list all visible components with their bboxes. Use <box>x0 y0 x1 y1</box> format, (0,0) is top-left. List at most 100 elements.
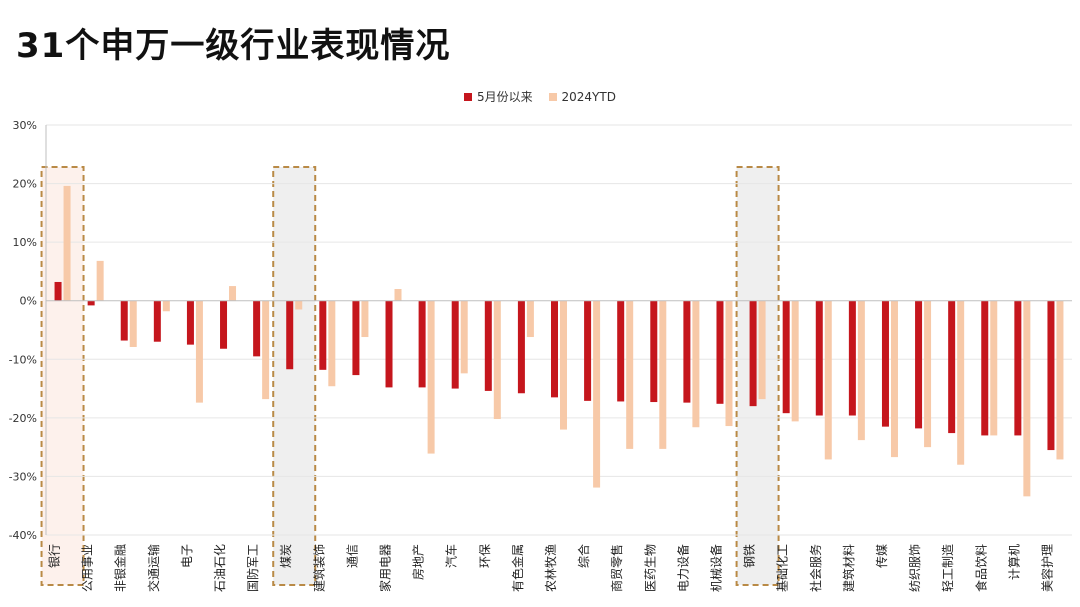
bar-s1-25 <box>881 300 889 427</box>
legend-item-series2: 2024YTD <box>548 89 616 104</box>
highlight-box-7 <box>272 166 317 586</box>
category-label-1: 公用事业 <box>81 544 95 592</box>
category-label-15: 农林牧渔 <box>544 544 558 592</box>
bar-s2-29 <box>1023 300 1031 497</box>
y-tick-label-3: 0% <box>20 295 37 308</box>
bar-s2-0 <box>63 185 71 301</box>
bar-s1-26 <box>915 300 923 429</box>
bar-s1-7 <box>286 300 294 370</box>
bar-s1-17 <box>617 300 625 402</box>
bar-s1-28 <box>981 300 989 436</box>
bar-s2-7 <box>295 300 303 310</box>
category-label-26: 纺织服饰 <box>908 544 922 592</box>
bar-s2-21 <box>758 300 766 400</box>
category-label-10: 家用电器 <box>378 544 393 592</box>
bar-s2-28 <box>990 300 998 436</box>
bar-s2-2 <box>129 300 137 347</box>
bar-s2-27 <box>957 300 965 465</box>
bar-s1-8 <box>319 300 327 370</box>
bar-s2-14 <box>526 300 534 338</box>
y-tick-label-2: 10% <box>13 236 37 249</box>
y-tick-label-4: -10% <box>9 353 37 366</box>
category-label-25: 传媒 <box>874 544 889 568</box>
category-label-6: 国防军工 <box>245 544 260 592</box>
category-label-0: 银行 <box>48 544 62 568</box>
category-label-14: 有色金属 <box>510 544 525 592</box>
category-label-16: 综合 <box>576 544 591 568</box>
bar-s1-18 <box>650 300 658 403</box>
bar-s2-12 <box>460 300 468 374</box>
category-label-13: 环保 <box>478 544 492 568</box>
bar-s1-23 <box>815 300 823 416</box>
category-label-30: 美容护理 <box>1039 544 1054 592</box>
bar-s2-1 <box>96 260 104 301</box>
category-label-27: 轻工制造 <box>941 544 955 592</box>
category-label-20: 机械设备 <box>708 544 723 592</box>
category-label-5: 石油石化 <box>213 544 227 592</box>
bar-s2-22 <box>791 300 799 422</box>
bar-s2-4 <box>195 300 203 403</box>
bar-s2-17 <box>626 300 634 449</box>
bar-s1-5 <box>220 300 228 349</box>
category-label-11: 房地产 <box>411 544 426 580</box>
bar-s1-11 <box>418 300 426 388</box>
bar-s1-9 <box>352 300 360 376</box>
legend-swatch-series2 <box>548 92 557 101</box>
bar-s1-22 <box>782 300 790 414</box>
category-label-19: 电力设备 <box>676 544 690 592</box>
y-tick-label-5: -20% <box>9 412 37 425</box>
category-label-2: 非银金融 <box>113 544 128 592</box>
bar-s1-21 <box>749 300 757 407</box>
bar-s2-6 <box>262 300 270 400</box>
y-tick-label-6: -30% <box>9 470 37 483</box>
bar-s1-13 <box>484 300 492 391</box>
category-label-3: 交通运输 <box>146 544 161 592</box>
legend-label-series1: 5月份以来 <box>477 90 533 104</box>
bar-s1-10 <box>385 300 393 388</box>
category-label-7: 煤炭 <box>279 544 293 568</box>
category-label-21: 钢铁 <box>743 544 757 568</box>
bar-s1-14 <box>517 300 525 394</box>
bar-s1-29 <box>1014 300 1022 436</box>
bar-s2-9 <box>361 300 369 338</box>
category-label-9: 通信 <box>345 544 359 568</box>
bar-s2-30 <box>1056 300 1064 460</box>
page-title: 31个申万一级行业表现情况 <box>16 26 451 66</box>
bar-s1-0 <box>54 281 62 301</box>
bar-s2-26 <box>924 300 932 448</box>
legend-label-series2: 2024YTD <box>561 89 616 104</box>
y-tick-label-1: 20% <box>13 178 37 191</box>
bar-s2-23 <box>824 300 832 460</box>
category-label-29: 计算机 <box>1006 544 1021 580</box>
bar-s1-12 <box>451 300 459 389</box>
bar-s2-8 <box>328 300 336 387</box>
bar-s1-27 <box>948 300 956 434</box>
y-tick-label-0: 30% <box>13 119 37 132</box>
bar-s2-5 <box>229 286 237 301</box>
category-label-23: 社会服务 <box>808 544 823 592</box>
bar-s2-18 <box>659 300 667 449</box>
bar-s2-20 <box>725 300 733 427</box>
legend-item-series1: 5月份以来 <box>464 88 533 105</box>
bar-s2-10 <box>394 289 402 301</box>
bar-s1-1 <box>87 300 95 306</box>
highlight-box-0 <box>40 166 85 586</box>
legend-swatch-series1 <box>464 92 473 101</box>
bar-s1-24 <box>848 300 856 416</box>
bar-s1-30 <box>1047 300 1055 451</box>
bar-s1-3 <box>153 300 161 342</box>
category-label-24: 建筑材料 <box>841 544 856 592</box>
bar-s2-19 <box>692 300 700 428</box>
bar-s1-16 <box>584 300 592 401</box>
bar-s2-16 <box>593 300 601 488</box>
bar-s1-4 <box>186 300 194 345</box>
category-label-18: 医药生物 <box>643 544 657 592</box>
category-label-22: 基础化工 <box>776 544 790 592</box>
bar-s2-3 <box>162 300 170 312</box>
bar-s2-24 <box>857 300 865 441</box>
bar-s2-13 <box>493 300 501 420</box>
category-label-17: 商贸零售 <box>609 544 624 592</box>
category-label-12: 汽车 <box>444 544 459 568</box>
highlight-box-21 <box>735 166 780 586</box>
